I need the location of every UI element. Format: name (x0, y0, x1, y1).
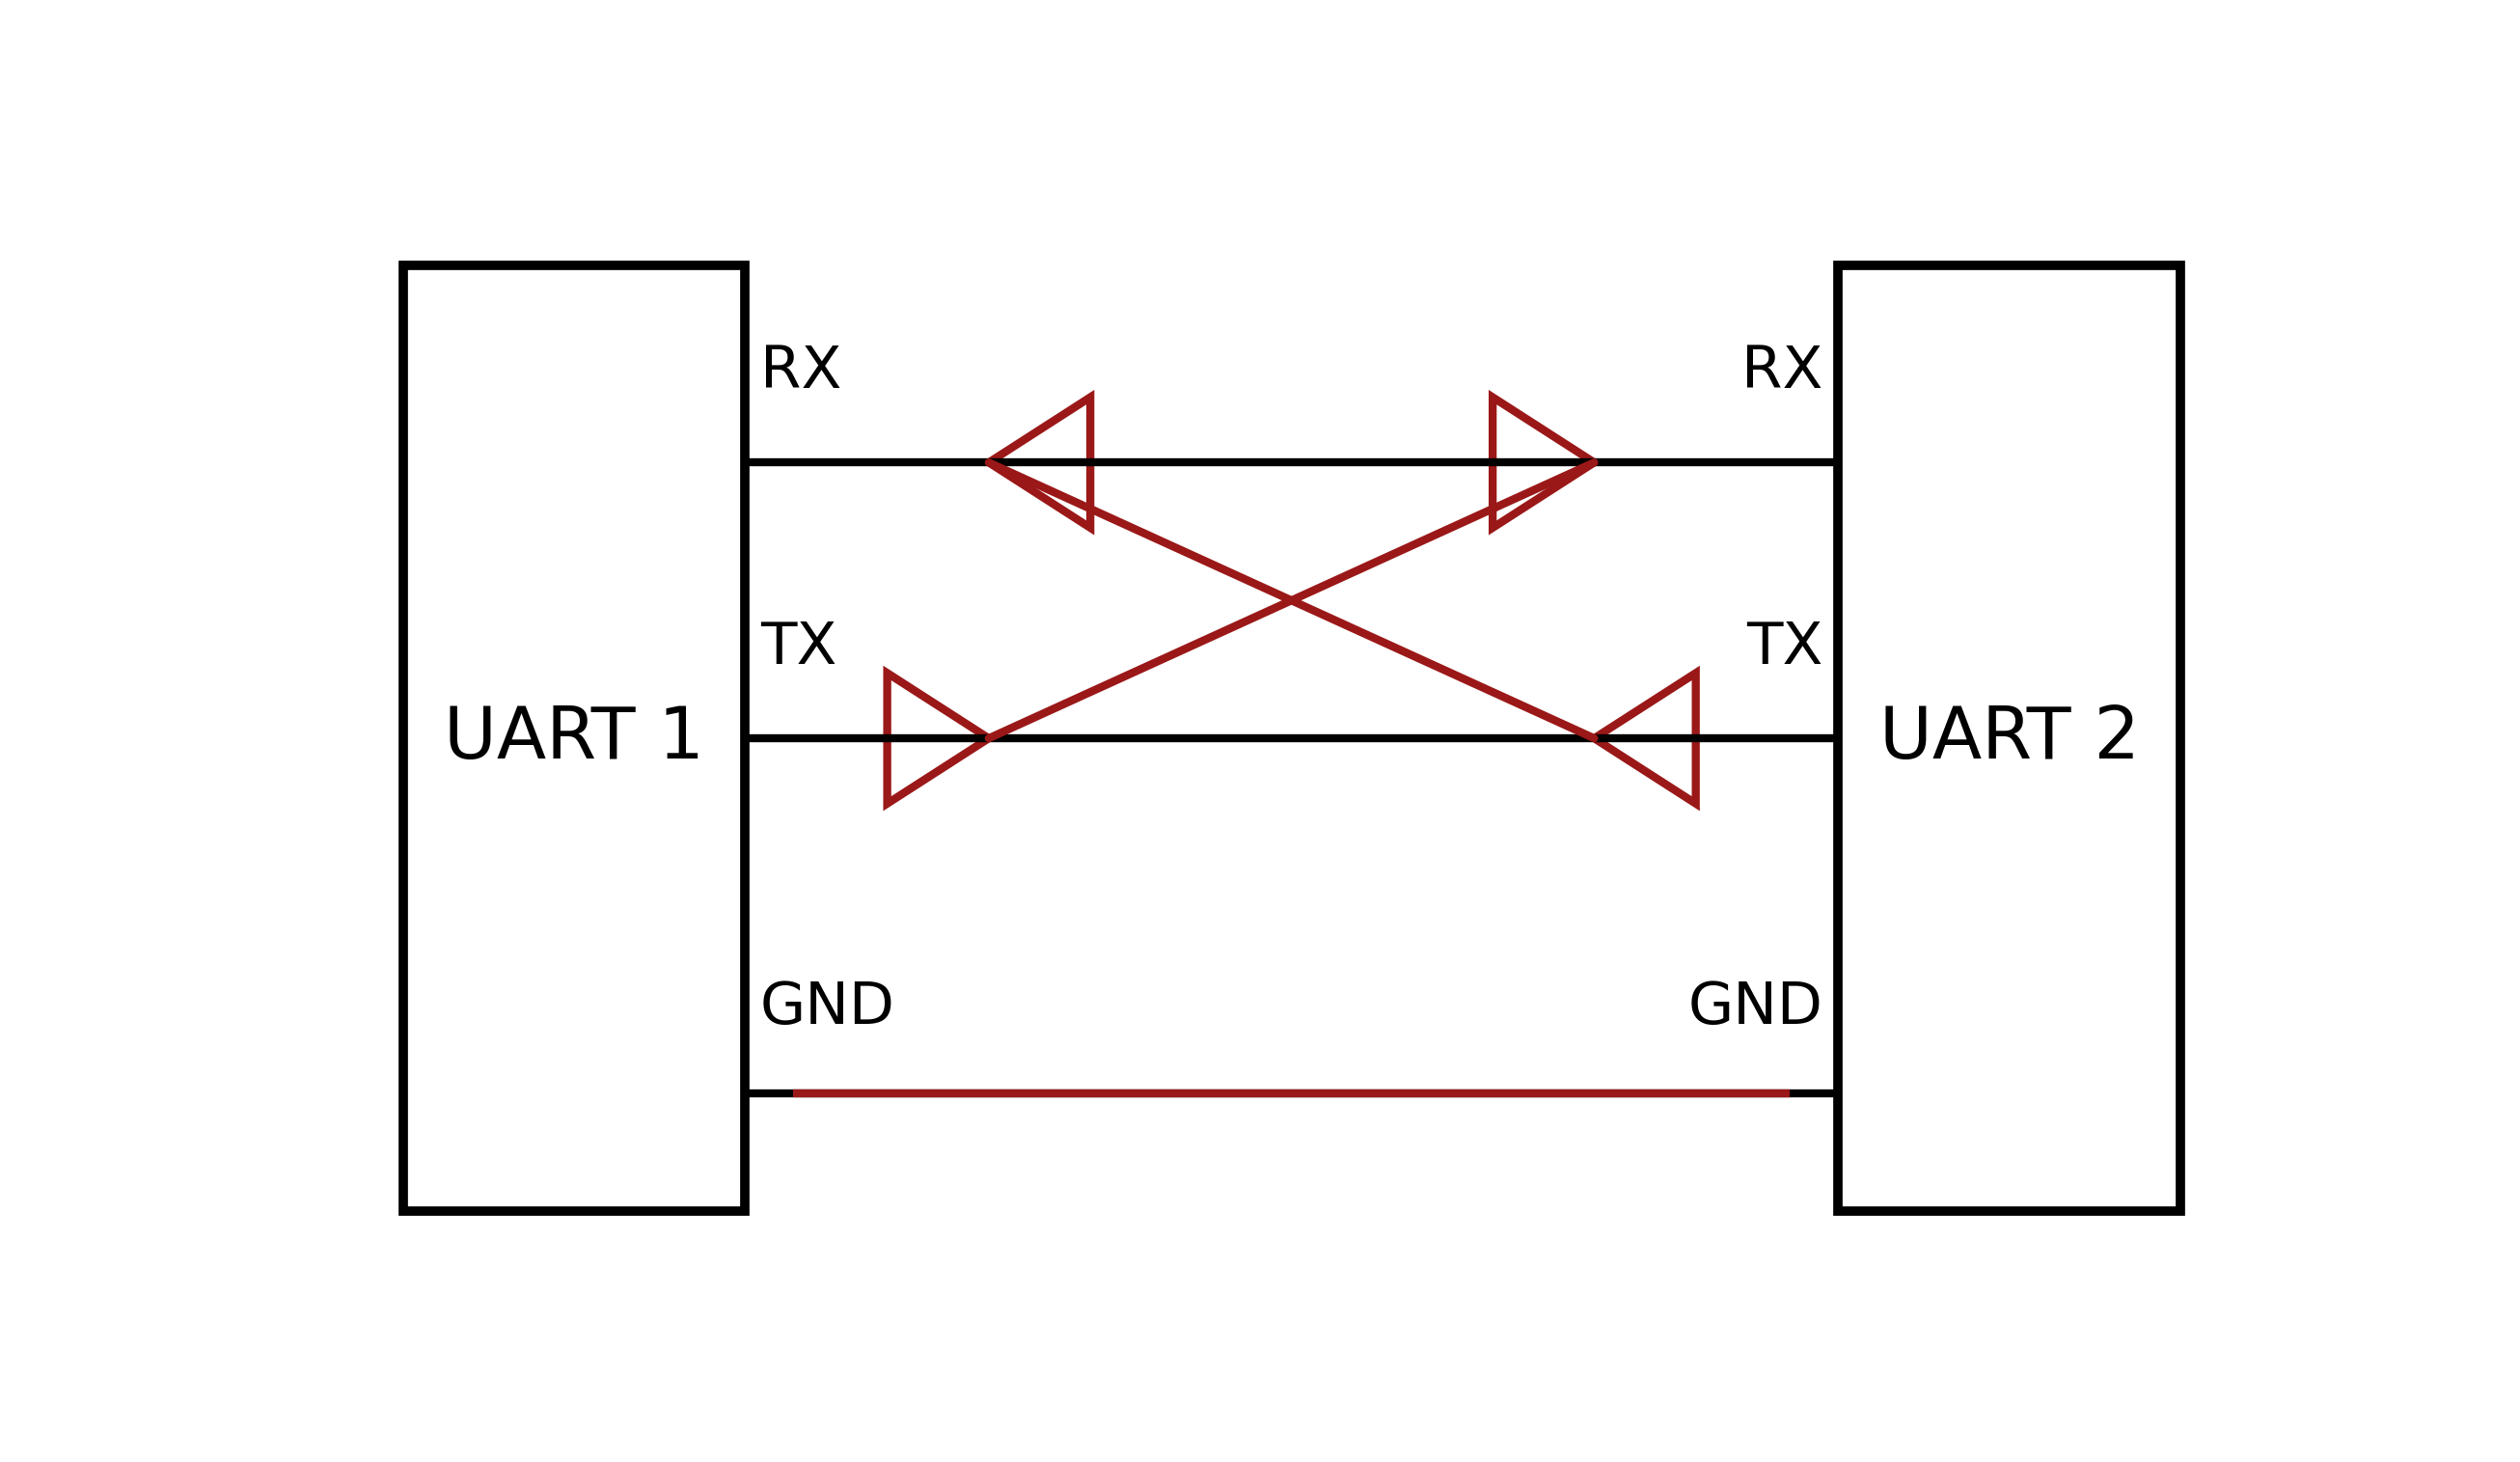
Bar (403, 266, 746, 1211)
Text: UART 1: UART 1 (444, 703, 703, 773)
Text: GND: GND (761, 980, 895, 1037)
Text: TX: TX (761, 620, 837, 677)
Bar (1840, 266, 2180, 1211)
Text: RX: RX (1741, 344, 1822, 401)
Text: GND: GND (1688, 980, 1822, 1037)
Text: UART 2: UART 2 (1880, 703, 2139, 773)
Text: RX: RX (761, 344, 842, 401)
Text: TX: TX (1746, 620, 1822, 677)
